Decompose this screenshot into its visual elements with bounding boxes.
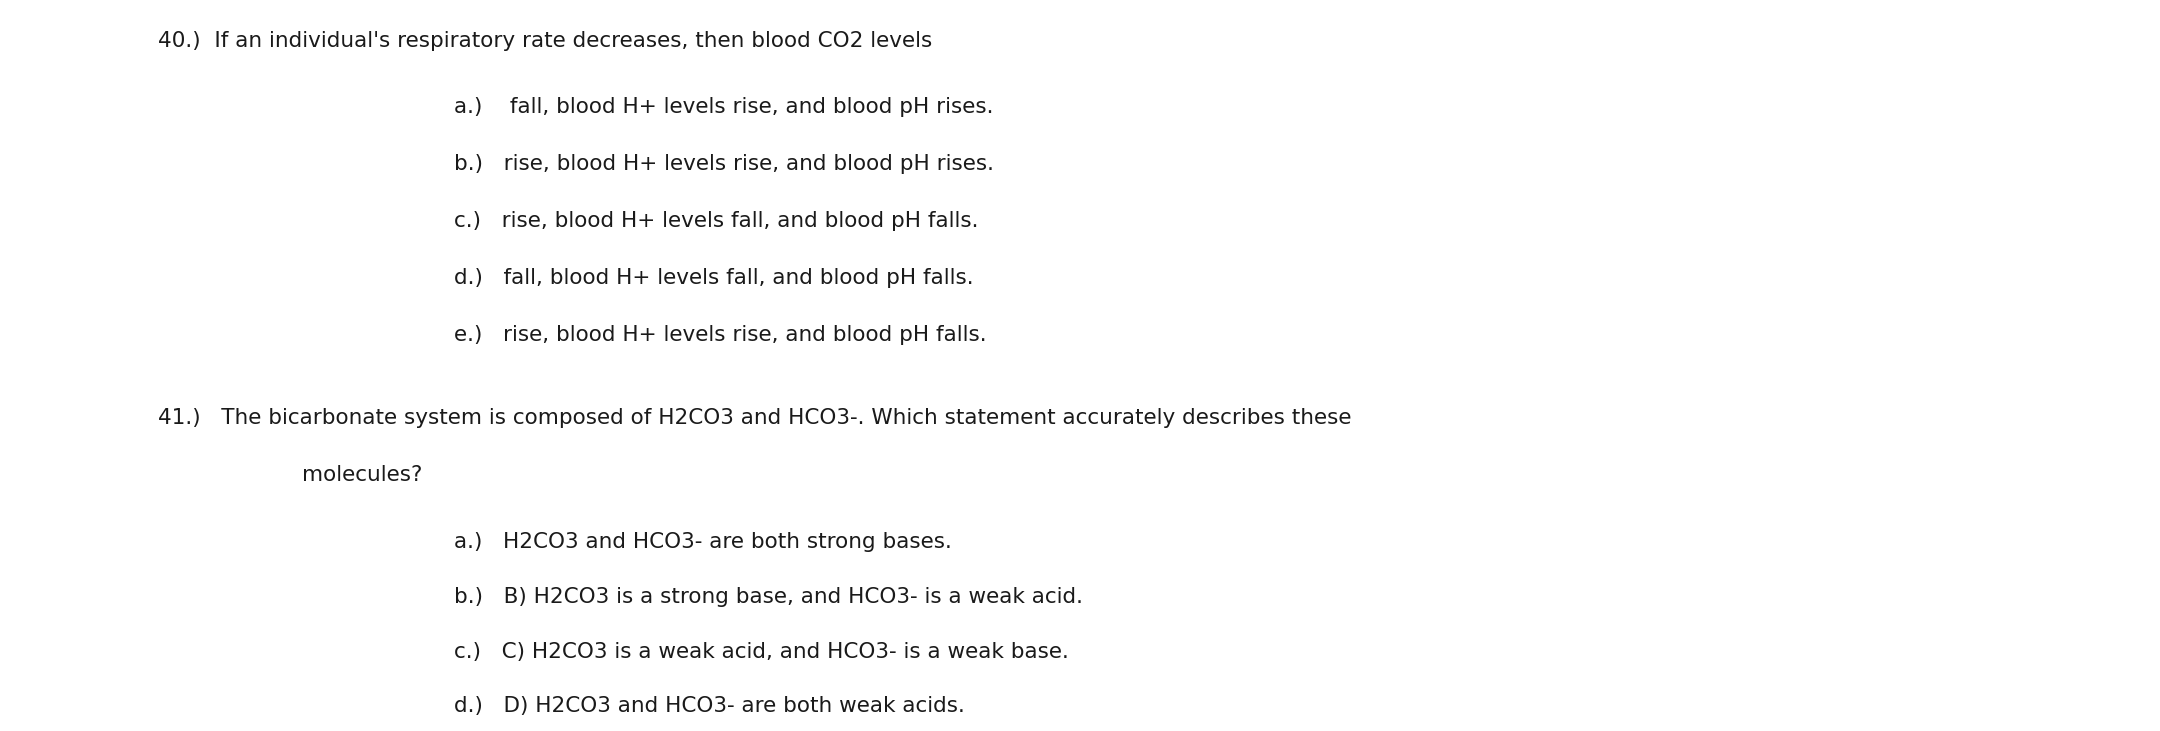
Text: e.)   rise, blood H+ levels rise, and blood pH falls.: e.) rise, blood H+ levels rise, and bloo… [454, 325, 987, 345]
Text: b.)   rise, blood H+ levels rise, and blood pH rises.: b.) rise, blood H+ levels rise, and bloo… [454, 154, 994, 174]
Text: a.)   H2CO3 and HCO3- are both strong bases.: a.) H2CO3 and HCO3- are both strong base… [454, 532, 950, 552]
Text: d.)   fall, blood H+ levels fall, and blood pH falls.: d.) fall, blood H+ levels fall, and bloo… [454, 268, 974, 288]
Text: molecules?: molecules? [302, 465, 423, 485]
Text: a.)    fall, blood H+ levels rise, and blood pH rises.: a.) fall, blood H+ levels rise, and bloo… [454, 97, 994, 117]
Text: 41.)   The bicarbonate system is composed of H2CO3 and HCO3-. Which statement ac: 41.) The bicarbonate system is composed … [158, 408, 1352, 428]
Text: b.)   B) H2CO3 is a strong base, and HCO3- is a weak acid.: b.) B) H2CO3 is a strong base, and HCO3-… [454, 587, 1082, 607]
Text: 40.)  If an individual's respiratory rate decreases, then blood CO2 levels: 40.) If an individual's respiratory rate… [158, 31, 931, 51]
Text: d.)   D) H2CO3 and HCO3- are both weak acids.: d.) D) H2CO3 and HCO3- are both weak aci… [454, 697, 966, 716]
Text: c.)   rise, blood H+ levels fall, and blood pH falls.: c.) rise, blood H+ levels fall, and bloo… [454, 211, 978, 231]
Text: c.)   C) H2CO3 is a weak acid, and HCO3- is a weak base.: c.) C) H2CO3 is a weak acid, and HCO3- i… [454, 642, 1069, 662]
